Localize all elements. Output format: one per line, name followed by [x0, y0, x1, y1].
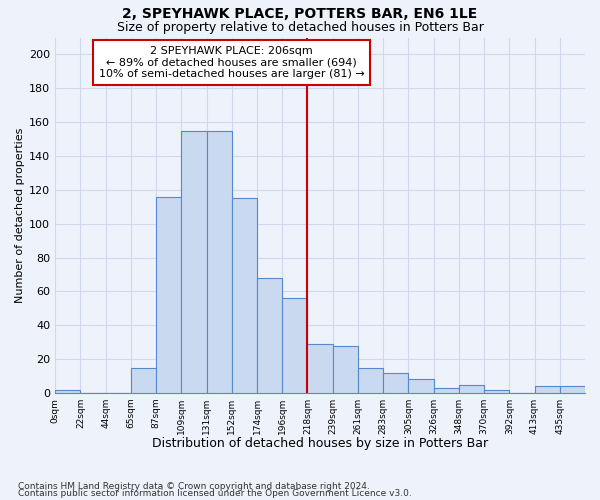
Text: Contains public sector information licensed under the Open Government Licence v3: Contains public sector information licen… [18, 490, 412, 498]
Bar [484, 390, 509, 393]
Bar [358, 368, 383, 393]
Text: 2 SPEYHAWK PLACE: 206sqm
← 89% of detached houses are smaller (694)
10% of semi-: 2 SPEYHAWK PLACE: 206sqm ← 89% of detach… [99, 46, 365, 79]
Bar [156, 196, 181, 393]
Bar [131, 368, 156, 393]
Bar [383, 372, 409, 393]
Bar [409, 380, 434, 393]
Bar [282, 298, 307, 393]
Bar [232, 198, 257, 393]
Bar [206, 130, 232, 393]
Text: 2, SPEYHAWK PLACE, POTTERS BAR, EN6 1LE: 2, SPEYHAWK PLACE, POTTERS BAR, EN6 1LE [122, 8, 478, 22]
Text: Contains HM Land Registry data © Crown copyright and database right 2024.: Contains HM Land Registry data © Crown c… [18, 482, 370, 491]
Y-axis label: Number of detached properties: Number of detached properties [15, 128, 25, 303]
Bar [434, 388, 459, 393]
Bar [181, 130, 206, 393]
Bar [459, 384, 484, 393]
Bar [560, 386, 585, 393]
Bar [535, 386, 560, 393]
Bar [257, 278, 282, 393]
X-axis label: Distribution of detached houses by size in Potters Bar: Distribution of detached houses by size … [152, 437, 488, 450]
Text: Size of property relative to detached houses in Potters Bar: Size of property relative to detached ho… [116, 21, 484, 34]
Bar [55, 390, 80, 393]
Bar [332, 346, 358, 393]
Bar [307, 344, 332, 393]
